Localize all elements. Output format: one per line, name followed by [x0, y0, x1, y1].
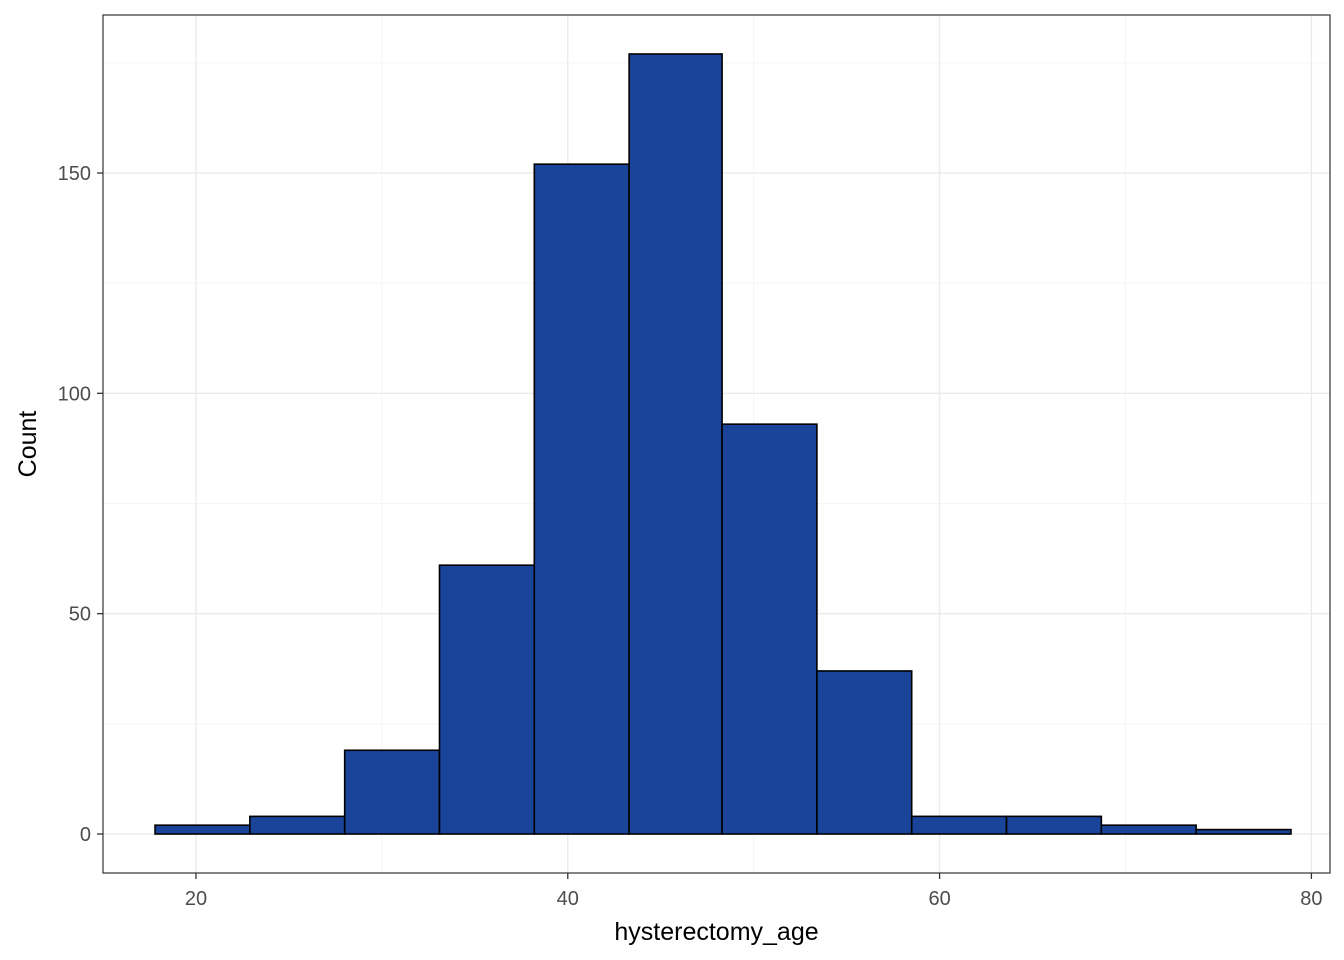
histogram-bar-0	[154, 824, 251, 835]
y-tick-label: 150	[58, 163, 91, 185]
histogram-bar-1	[249, 815, 346, 835]
x-tick-label: 80	[1300, 888, 1322, 910]
histogram-bar-9	[1005, 815, 1103, 835]
histogram-bar-8	[910, 815, 1008, 835]
y-tick-label: 100	[58, 383, 91, 405]
histogram-bar-2	[343, 749, 441, 835]
histogram-bar-11	[1195, 828, 1292, 835]
histogram-bar-4	[533, 163, 630, 835]
panel-border	[102, 14, 1331, 874]
y-tick-label: 50	[69, 604, 91, 626]
histogram-bar-3	[438, 564, 536, 835]
histogram-bar-10	[1100, 824, 1197, 835]
x-tick-label: 60	[928, 888, 950, 910]
x-axis-title: hysterectomy_age	[614, 918, 818, 946]
y-tick-label: 0	[80, 824, 91, 846]
x-axis: 20 40 60 80	[185, 873, 1323, 910]
x-tick-label: 20	[185, 888, 207, 910]
histogram-bars	[154, 53, 1292, 835]
x-tick-label: 40	[557, 888, 579, 910]
histogram-bar-7	[816, 670, 913, 835]
histogram-bar-5	[628, 53, 723, 835]
y-axis-title: Count	[14, 411, 42, 478]
y-axis: 0 50 100 150	[58, 163, 103, 846]
histogram-bar-6	[721, 423, 818, 835]
